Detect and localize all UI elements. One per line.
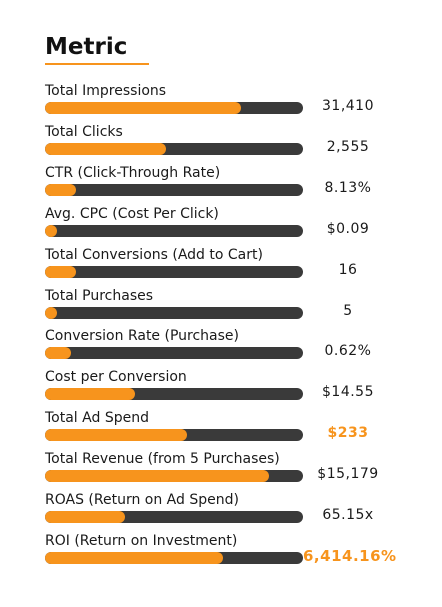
- metric-label: ROI (Return on Investment): [45, 532, 238, 549]
- metric-row: CTR (Click-Through Rate) 8.13%: [0, 165, 442, 205]
- metric-label: CTR (Click-Through Rate): [45, 164, 221, 181]
- metric-bar-track: [45, 224, 303, 237]
- metric-row: Avg. CPC (Cost Per Click) $0.09: [0, 206, 442, 246]
- metric-value: 6,414.16%: [303, 546, 397, 565]
- metric-bar: [45, 183, 76, 196]
- metric-row: Total Ad Spend $233: [0, 410, 442, 450]
- metric-bar: [45, 511, 125, 523]
- metric-row: Total Impressions 31,410: [0, 83, 442, 123]
- metric-bar-track: [45, 347, 303, 360]
- metric-label: Total Revenue (from 5 Purchases): [45, 451, 280, 468]
- metric-row: ROI (Return on Investment) 6,414.16%: [0, 533, 442, 573]
- metric-value: $15,179: [317, 466, 379, 483]
- metric-bar-track: [45, 470, 303, 483]
- metric-label: Avg. CPC (Cost Per Click): [45, 205, 219, 222]
- metric-bar-track: [45, 306, 303, 319]
- metric-label: Total Purchases: [45, 287, 154, 304]
- metric-bar-track: [45, 388, 303, 401]
- metric-value: 0.62%: [324, 343, 372, 360]
- metric-bar-track: [45, 142, 303, 155]
- metric-value: $14.55: [322, 384, 374, 401]
- metric-bar: [45, 347, 71, 360]
- metric-bar-track: [45, 429, 303, 442]
- metric-row: Total Conversions (Add to Cart) 16: [0, 247, 442, 287]
- metric-bar: [45, 102, 241, 114]
- metric-label: Conversion Rate (Purchase): [45, 328, 239, 345]
- metric-label: Total Conversions (Add to Cart): [45, 246, 263, 263]
- metric-bar-track: [45, 511, 303, 523]
- metric-row: ROAS (Return on Ad Spend) 65.15x: [0, 492, 442, 532]
- metric-bar-track: [45, 183, 303, 196]
- metric-label: Total Clicks: [45, 123, 123, 140]
- metric-value: $0.09: [326, 220, 370, 237]
- metric-row: Total Revenue (from 5 Purchases) $15,179: [0, 451, 442, 491]
- metric-value: 8.13%: [324, 179, 372, 196]
- metric-label: Total Impressions: [45, 83, 167, 99]
- metric-value: 5: [343, 302, 353, 319]
- metric-bar-track: [45, 265, 303, 278]
- metric-value: $233: [327, 425, 369, 442]
- metric-label: ROAS (Return on Ad Spend): [45, 492, 239, 508]
- metric-bar: [45, 265, 76, 278]
- metric-value: 65.15x: [322, 507, 374, 523]
- metric-row: Total Purchases 5: [0, 288, 442, 328]
- metric-bar: [45, 429, 187, 442]
- metric-bar: [45, 142, 166, 155]
- metric-bar: [45, 306, 57, 319]
- page-title: Metric: [45, 34, 128, 60]
- metric-value: 31,410: [322, 98, 374, 114]
- metric-bar-track: [45, 551, 303, 564]
- metric-row: Total Clicks 2,555: [0, 124, 442, 164]
- metric-bar: [45, 224, 57, 237]
- metric-bar: [45, 388, 135, 401]
- title-underline: [45, 63, 149, 65]
- metric-row: Cost per Conversion $14.55: [0, 369, 442, 409]
- metric-value: 16: [338, 261, 358, 278]
- metric-bar: [45, 470, 269, 483]
- metric-label: Total Ad Spend: [45, 410, 149, 427]
- metric-row: Conversion Rate (Purchase) 0.62%: [0, 328, 442, 368]
- metric-label: Cost per Conversion: [45, 369, 187, 386]
- metric-value: 2,555: [326, 138, 370, 155]
- metric-bar: [45, 551, 223, 564]
- metric-bar-track: [45, 102, 303, 114]
